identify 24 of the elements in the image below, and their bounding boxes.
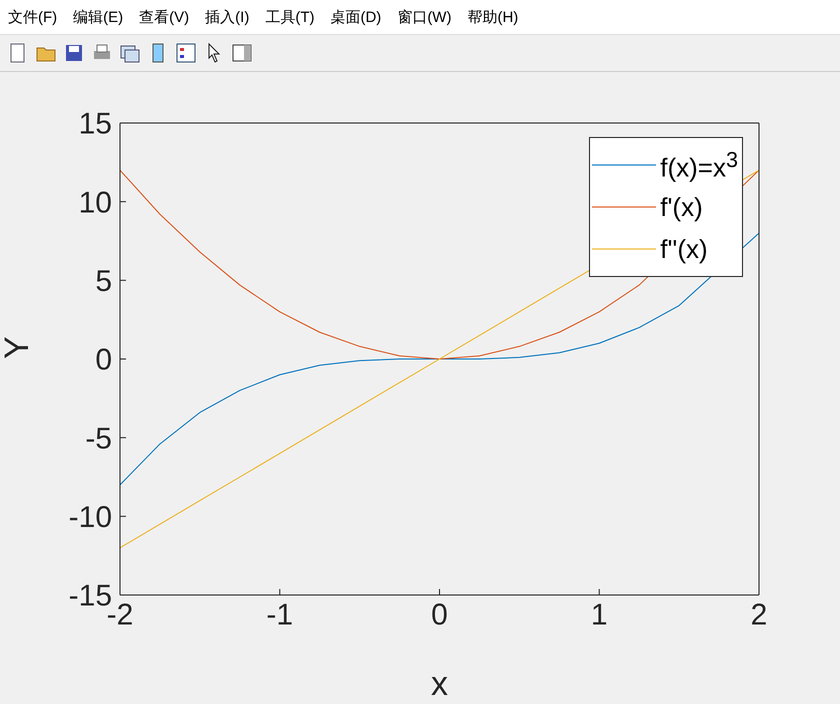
x-axis-title: x	[431, 665, 448, 703]
y-tick-label: 10	[78, 186, 112, 220]
x-tick-label: -1	[266, 598, 294, 632]
x-tick-label: 0	[431, 598, 448, 632]
text: 帮助(H)	[467, 8, 518, 26]
text: 工具(T)	[265, 8, 314, 26]
y-tick-label: 15	[78, 108, 112, 141]
x-tick-label: 1	[590, 598, 608, 632]
x-tick-label: 2	[750, 598, 768, 632]
text: 桌面(D)	[330, 8, 382, 26]
y-tick-label: 0	[95, 344, 112, 377]
text: 文件(F)	[8, 8, 58, 26]
legend-label: f''(x)	[660, 234, 708, 264]
text: 编辑(E)	[73, 8, 124, 26]
y-tick-label: 5	[95, 264, 112, 298]
y-tick-label: -10	[68, 500, 112, 534]
legend-label: f'(x)	[660, 192, 703, 222]
text: 插入(I)	[205, 8, 250, 26]
legend-label: f(x)=x$^{3}$	[660, 146, 738, 184]
line-series	[120, 232, 759, 486]
text: 查看(V)	[139, 8, 190, 26]
y-axis-title: Y	[0, 336, 36, 359]
y-tick-label: -5	[85, 422, 112, 456]
text: 窗口(W)	[397, 8, 452, 26]
